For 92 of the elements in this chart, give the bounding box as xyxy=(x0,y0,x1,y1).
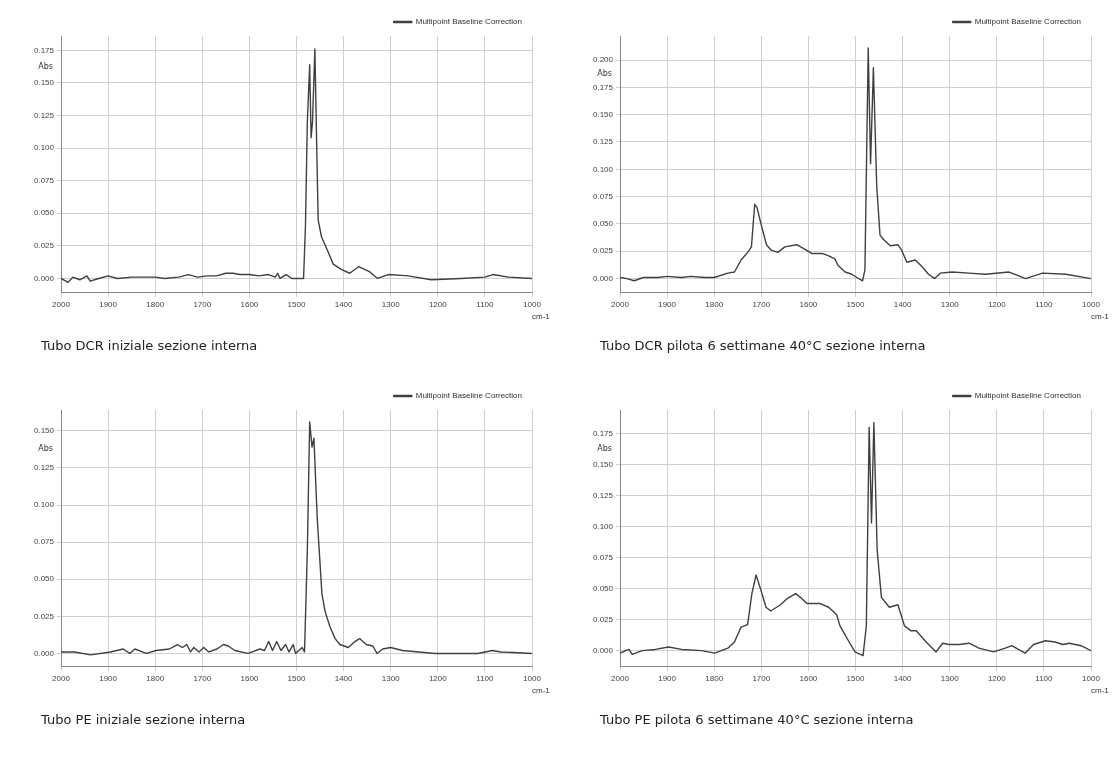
y-tick-label: 0.150 xyxy=(33,78,55,88)
x-tick-label: 1200 xyxy=(428,673,448,683)
y-tick-label: 0.200 xyxy=(592,55,614,65)
x-tick-label: 1300 xyxy=(940,673,960,683)
x-tick-label: 1500 xyxy=(846,673,865,683)
y-tick-label: 0.125 xyxy=(33,110,55,120)
y-tick-label: 0.175 xyxy=(592,428,614,438)
x-tick-label: 1200 xyxy=(987,299,1007,309)
y-tick-label: 0.125 xyxy=(33,463,55,473)
x-tick-label: 1700 xyxy=(193,299,212,309)
y-tick-label: 0.100 xyxy=(592,521,614,531)
text: Tubo DCR pilota 6 settimane 40°C sezione interna xyxy=(600,338,927,353)
y-tick-label: 0.100 xyxy=(592,164,614,174)
y-tick-label: 0.025 xyxy=(592,614,614,624)
x-tick-label: 1900 xyxy=(99,673,118,683)
x-tick-label: 1800 xyxy=(146,299,165,309)
x-tick-label: 1300 xyxy=(381,673,401,683)
y-tick-label: 0.050 xyxy=(592,219,614,229)
x-axis-title: cm-1 xyxy=(1091,686,1110,696)
x-tick-label: 1500 xyxy=(287,673,306,683)
x-tick-label: 1700 xyxy=(752,299,771,309)
x-tick-label: 1300 xyxy=(940,299,960,309)
x-tick-label: 1500 xyxy=(287,299,306,309)
x-tick-label: 1400 xyxy=(893,299,913,309)
x-axis-title: cm-1 xyxy=(532,312,551,322)
x-tick-label: 1800 xyxy=(146,673,165,683)
x-tick-label: 1800 xyxy=(705,673,724,683)
legend-label: Multipoint Baseline Correction xyxy=(415,17,523,27)
y-tick-label: 0.050 xyxy=(33,208,55,218)
x-tick-label: 1100 xyxy=(1035,299,1054,309)
y-tick-label: 0.025 xyxy=(592,246,614,256)
y-axis-title: Abs xyxy=(38,444,53,454)
x-tick-label: 1900 xyxy=(99,299,118,309)
text: Tubo PE iniziale sezione interna xyxy=(41,712,247,727)
x-tick-label: 1000 xyxy=(1082,673,1101,683)
x-tick-label: 1200 xyxy=(428,299,448,309)
y-tick-label: 0.025 xyxy=(33,241,55,251)
x-tick-label: 2000 xyxy=(611,673,630,683)
x-tick-label: 1400 xyxy=(893,673,913,683)
x-tick-label: 1100 xyxy=(476,299,495,309)
x-tick-label: 1600 xyxy=(799,299,818,309)
y-tick-label: 0.000 xyxy=(592,273,614,283)
y-tick-label: 0.050 xyxy=(33,574,55,584)
y-axis-title: Abs xyxy=(597,68,612,78)
y-tick-label: 0.000 xyxy=(592,645,614,655)
y-tick-label: 0.000 xyxy=(33,648,55,658)
x-tick-label: 1100 xyxy=(1035,673,1054,683)
legend-label: Multipoint Baseline Correction xyxy=(415,391,523,401)
text: Tubo PE pilota 6 settimane 40°C sezione interna xyxy=(600,712,915,727)
x-tick-label: 1400 xyxy=(334,673,354,683)
x-tick-label: 1700 xyxy=(752,673,771,683)
y-tick-label: 0.075 xyxy=(33,537,55,547)
x-tick-label: 1500 xyxy=(846,299,865,309)
x-tick-label: 1000 xyxy=(523,299,542,309)
y-tick-label: 0.125 xyxy=(592,490,614,500)
x-tick-label: 2000 xyxy=(52,673,71,683)
y-tick-label: 0.075 xyxy=(33,175,55,185)
y-tick-label: 0.050 xyxy=(592,583,614,593)
x-tick-label: 2000 xyxy=(611,299,630,309)
x-axis-title: cm-1 xyxy=(1091,312,1110,322)
x-axis-title: cm-1 xyxy=(532,686,551,696)
x-tick-label: 1900 xyxy=(658,299,677,309)
x-tick-label: 1400 xyxy=(334,299,354,309)
y-tick-label: 0.075 xyxy=(592,191,614,201)
y-axis-title: Abs xyxy=(38,61,53,71)
y-tick-label: 0.075 xyxy=(592,552,614,562)
x-tick-label: 1100 xyxy=(476,673,495,683)
legend-label: Multipoint Baseline Correction xyxy=(974,17,1082,27)
x-tick-label: 2000 xyxy=(52,299,71,309)
x-tick-label: 1000 xyxy=(523,673,542,683)
x-tick-label: 1300 xyxy=(381,299,401,309)
y-tick-label: 0.025 xyxy=(33,611,55,621)
y-tick-label: 0.000 xyxy=(33,273,55,283)
x-tick-label: 1600 xyxy=(240,673,259,683)
x-tick-label: 1600 xyxy=(799,673,818,683)
x-tick-label: 1700 xyxy=(193,673,212,683)
x-tick-label: 1900 xyxy=(658,673,677,683)
text: Tubo DCR iniziale sezione interna xyxy=(41,338,259,353)
y-tick-label: 0.100 xyxy=(33,500,55,510)
x-tick-label: 1000 xyxy=(1082,299,1101,309)
x-tick-label: 1600 xyxy=(240,299,259,309)
y-tick-label: 0.175 xyxy=(592,82,614,92)
x-tick-label: 1200 xyxy=(987,673,1007,683)
y-tick-label: 0.150 xyxy=(592,459,614,469)
y-tick-label: 0.100 xyxy=(33,143,55,153)
legend-label: Multipoint Baseline Correction xyxy=(974,391,1082,401)
y-tick-label: 0.125 xyxy=(592,137,614,147)
y-axis-title: Abs xyxy=(597,444,612,454)
y-tick-label: 0.150 xyxy=(592,109,614,119)
y-tick-label: 0.150 xyxy=(33,425,55,435)
y-tick-label: 0.175 xyxy=(33,45,55,55)
x-tick-label: 1800 xyxy=(705,299,724,309)
